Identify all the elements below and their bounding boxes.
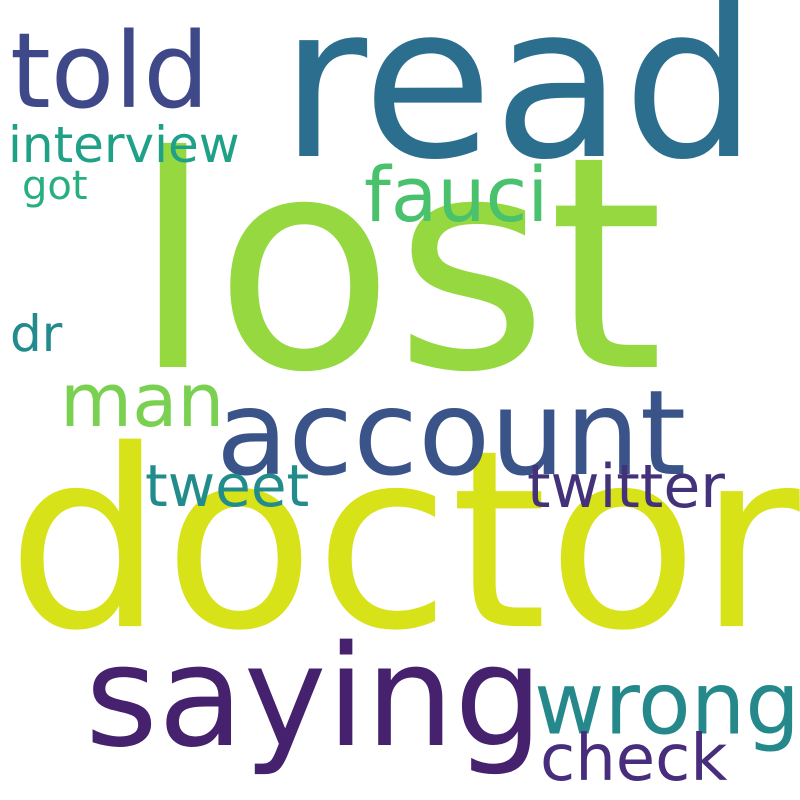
- word-twitter: twitter: [527, 452, 725, 522]
- word-lost: lost: [132, 93, 664, 437]
- word-interview: interview: [8, 116, 240, 174]
- word-saying: saying: [85, 616, 544, 779]
- word-told: told: [10, 10, 210, 132]
- word-doctor: doctor: [7, 397, 800, 686]
- word-wrong: wrong: [534, 653, 800, 755]
- word-read: read: [280, 0, 758, 206]
- word-dr: dr: [10, 305, 63, 363]
- word-man: man: [60, 358, 225, 444]
- word-got: got: [22, 163, 88, 209]
- word-check: check: [540, 722, 728, 796]
- word-account: account: [216, 364, 687, 502]
- word-fauci: fauci: [364, 150, 549, 239]
- word-tweet: tweet: [145, 452, 310, 520]
